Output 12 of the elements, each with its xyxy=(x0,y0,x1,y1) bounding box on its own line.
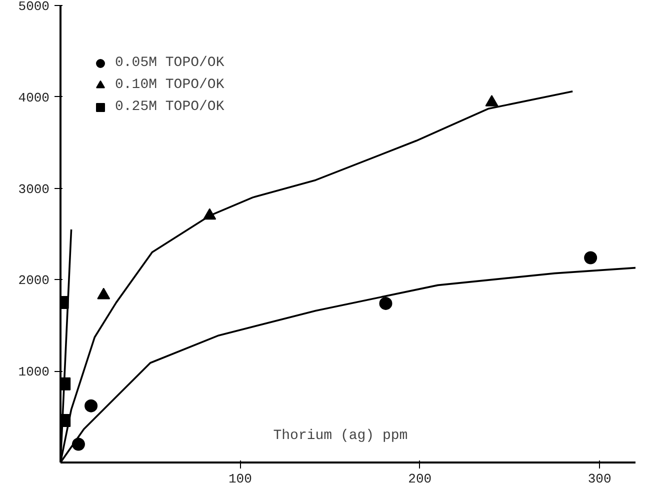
y-tick-label: 5000 xyxy=(18,0,50,14)
legend-label: 0.05M TOPO/OK xyxy=(115,55,224,71)
x-axis-title: Thorium (ag) ppm xyxy=(273,428,408,444)
y-tick-label: 1000 xyxy=(18,364,50,380)
x-tick-label: 100 xyxy=(228,472,252,486)
legend-label: 0.25M TOPO/OK xyxy=(115,99,224,115)
x-tick-label: 300 xyxy=(588,472,612,486)
x-tick-label: 200 xyxy=(408,472,432,486)
legend-label: 0.10M TOPO/OK xyxy=(115,77,224,93)
y-tick-label: 4000 xyxy=(18,90,50,106)
y-tick-label: 2000 xyxy=(18,273,50,288)
y-tick-label: 3000 xyxy=(18,182,50,197)
